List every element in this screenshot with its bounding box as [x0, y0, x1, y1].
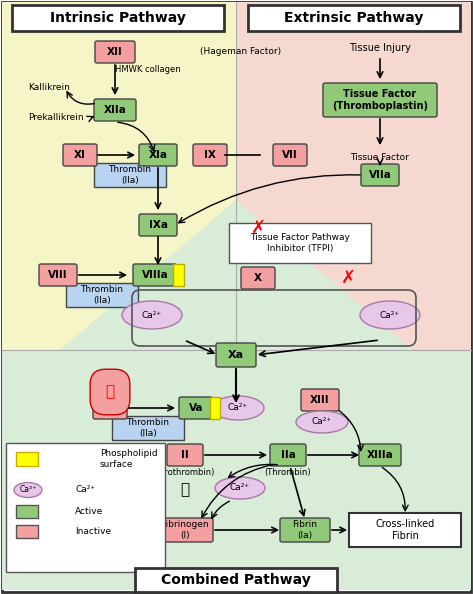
- FancyBboxPatch shape: [112, 416, 184, 440]
- FancyBboxPatch shape: [248, 5, 460, 31]
- Text: Thrombin
(IIa): Thrombin (IIa): [108, 165, 151, 185]
- Text: II: II: [181, 450, 189, 460]
- Text: ✗: ✗: [341, 269, 356, 287]
- Text: Extrinsic Pathway: Extrinsic Pathway: [284, 11, 424, 25]
- FancyBboxPatch shape: [94, 163, 166, 187]
- FancyBboxPatch shape: [94, 99, 136, 121]
- Text: Va: Va: [189, 403, 203, 413]
- Text: Intrinsic Pathway: Intrinsic Pathway: [50, 11, 186, 25]
- FancyBboxPatch shape: [93, 397, 127, 419]
- FancyBboxPatch shape: [16, 525, 38, 538]
- Text: Thrombin
(IIa): Thrombin (IIa): [80, 285, 123, 305]
- FancyBboxPatch shape: [301, 389, 339, 411]
- FancyBboxPatch shape: [280, 518, 330, 542]
- FancyBboxPatch shape: [16, 452, 38, 466]
- Polygon shape: [236, 2, 471, 350]
- FancyBboxPatch shape: [323, 83, 437, 117]
- FancyBboxPatch shape: [16, 505, 38, 518]
- FancyBboxPatch shape: [216, 343, 256, 367]
- FancyBboxPatch shape: [6, 443, 165, 572]
- Polygon shape: [2, 350, 471, 590]
- Text: Inactive: Inactive: [75, 526, 111, 536]
- Text: XII: XII: [107, 47, 123, 57]
- FancyBboxPatch shape: [133, 264, 177, 286]
- FancyBboxPatch shape: [241, 267, 275, 289]
- Text: XIIIa: XIIIa: [367, 450, 394, 460]
- Text: Phospholipid
surface: Phospholipid surface: [100, 449, 158, 469]
- Text: Fibrinogen
(I): Fibrinogen (I): [161, 520, 209, 540]
- Text: Kallikrein: Kallikrein: [28, 84, 70, 93]
- Text: VIIIa: VIIIa: [141, 270, 168, 280]
- Text: Cross-linked
Fibrin: Cross-linked Fibrin: [376, 519, 435, 541]
- FancyBboxPatch shape: [361, 164, 399, 186]
- Text: Active: Active: [75, 507, 103, 516]
- Text: Tissue Factor
(Thromboplastin): Tissue Factor (Thromboplastin): [332, 89, 428, 111]
- Text: Tissue Injury: Tissue Injury: [349, 43, 411, 53]
- FancyBboxPatch shape: [270, 444, 306, 466]
- Text: VIII: VIII: [48, 270, 68, 280]
- Text: (Thrombin): (Thrombin): [265, 467, 311, 476]
- Text: IXa: IXa: [149, 220, 167, 230]
- Text: Ca²⁺: Ca²⁺: [19, 485, 36, 494]
- Text: XI: XI: [74, 150, 86, 160]
- Text: Ca²⁺: Ca²⁺: [142, 311, 162, 320]
- Text: 🧬: 🧬: [180, 482, 190, 498]
- FancyBboxPatch shape: [349, 513, 461, 547]
- Polygon shape: [2, 2, 236, 350]
- Text: (Hageman Factor): (Hageman Factor): [200, 48, 281, 56]
- Text: Prekallikrein: Prekallikrein: [28, 113, 84, 122]
- Text: Ca²⁺: Ca²⁺: [312, 418, 332, 426]
- Text: Ca²⁺: Ca²⁺: [380, 311, 400, 320]
- FancyBboxPatch shape: [210, 397, 220, 419]
- Ellipse shape: [360, 301, 420, 329]
- Text: Fibrin
(Ia): Fibrin (Ia): [292, 520, 317, 540]
- Text: Ⓢ: Ⓢ: [105, 384, 114, 400]
- FancyBboxPatch shape: [39, 264, 77, 286]
- Text: HMWK collagen: HMWK collagen: [115, 65, 181, 74]
- FancyBboxPatch shape: [139, 144, 177, 166]
- Text: VII: VII: [282, 150, 298, 160]
- FancyBboxPatch shape: [95, 41, 135, 63]
- Polygon shape: [60, 200, 413, 350]
- Text: VIIa: VIIa: [368, 170, 392, 180]
- Text: Tissue Factor: Tissue Factor: [350, 153, 410, 163]
- Text: V: V: [106, 403, 114, 413]
- FancyBboxPatch shape: [193, 144, 227, 166]
- FancyBboxPatch shape: [273, 144, 307, 166]
- FancyBboxPatch shape: [157, 518, 213, 542]
- FancyBboxPatch shape: [139, 214, 177, 236]
- FancyBboxPatch shape: [167, 444, 203, 466]
- Text: Ca²⁺: Ca²⁺: [228, 403, 248, 412]
- Text: Tissue Factor Pathway
Inhibitor (TFPI): Tissue Factor Pathway Inhibitor (TFPI): [250, 233, 350, 252]
- FancyBboxPatch shape: [66, 283, 138, 307]
- Ellipse shape: [122, 301, 182, 329]
- FancyBboxPatch shape: [63, 144, 97, 166]
- Text: XIIa: XIIa: [104, 105, 126, 115]
- Text: X: X: [254, 273, 262, 283]
- Ellipse shape: [14, 482, 42, 498]
- FancyBboxPatch shape: [359, 444, 401, 466]
- FancyBboxPatch shape: [173, 264, 184, 286]
- Ellipse shape: [215, 477, 265, 499]
- Text: XIa: XIa: [149, 150, 167, 160]
- FancyBboxPatch shape: [179, 397, 213, 419]
- Text: IIa: IIa: [280, 450, 296, 460]
- FancyBboxPatch shape: [12, 5, 224, 31]
- FancyBboxPatch shape: [229, 223, 371, 263]
- Ellipse shape: [212, 396, 264, 420]
- Text: ✗: ✗: [250, 219, 265, 237]
- FancyBboxPatch shape: [135, 568, 337, 592]
- Text: Ca²⁺: Ca²⁺: [75, 485, 95, 494]
- Ellipse shape: [296, 411, 348, 433]
- Text: Xa: Xa: [228, 350, 244, 360]
- Text: IX: IX: [204, 150, 216, 160]
- Text: Combined Pathway: Combined Pathway: [161, 573, 311, 587]
- Text: XIII: XIII: [310, 395, 330, 405]
- Text: Thrombin
(IIa): Thrombin (IIa): [126, 418, 169, 438]
- Text: (Prothrombin): (Prothrombin): [156, 467, 214, 476]
- Text: Ca²⁺: Ca²⁺: [230, 484, 250, 492]
